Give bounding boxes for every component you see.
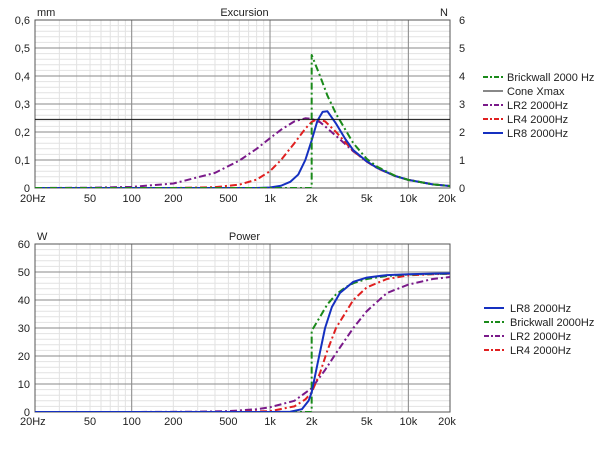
legend-label: Brickwall 2000Hz — [510, 317, 594, 329]
x-tick-label: 20k — [438, 416, 456, 428]
x-tick-labels: 20Hz 50 100 200 500 1k 2k 5k 10k 20k — [20, 193, 456, 205]
x-tick-label: 2k — [306, 416, 318, 428]
y-tick-label: 0,2 — [15, 127, 30, 139]
legend-label: Cone Xmax — [507, 86, 565, 98]
right-y-tick-label: 5 — [459, 43, 465, 55]
right-y-tick-labels: 0 1 2 3 4 5 6 — [459, 15, 465, 195]
x-tick-label: 200 — [164, 416, 182, 428]
y-tick-label: 50 — [18, 267, 30, 279]
y-tick-label: 0,3 — [15, 99, 30, 111]
right-y-tick-label: 0 — [459, 183, 465, 195]
grid-lines — [35, 244, 450, 413]
right-y-tick-label: 3 — [459, 99, 465, 111]
x-tick-label: 20Hz — [20, 193, 46, 205]
y-tick-label: 30 — [18, 323, 30, 335]
x-tick-label: 5k — [361, 416, 373, 428]
legend-label: LR4 2000Hz — [507, 114, 568, 126]
y-tick-label: 0,6 — [15, 15, 30, 27]
series-brickwall-2000hz — [35, 272, 450, 412]
x-tick-label: 50 — [84, 193, 96, 205]
series-brickwall-2000-hz — [35, 54, 450, 188]
right-y-tick-label: 2 — [459, 127, 465, 139]
x-tick-label: 200 — [164, 193, 182, 205]
series-lr8-2000hz — [35, 272, 450, 412]
y-tick-label: 0,5 — [15, 43, 30, 55]
x-tick-labels: 20Hz 50 100 200 500 1k 2k 5k 10k 20k — [20, 416, 456, 428]
y-tick-label: 0 — [24, 183, 30, 195]
series-lr2-2000hz — [35, 276, 450, 412]
x-tick-label: 1k — [264, 193, 276, 205]
series-lr4-2000hz — [35, 118, 450, 188]
x-tick-label: 20k — [438, 193, 456, 205]
right-y-tick-label: 4 — [459, 71, 465, 83]
series-lr4-2000hz — [35, 272, 450, 412]
y-tick-label: 0 — [24, 407, 30, 419]
y-tick-label: 0,1 — [15, 155, 30, 167]
y-axis-unit: mm — [37, 7, 55, 19]
y-tick-labels: 0 0,1 0,2 0,3 0,4 0,5 0,6 — [15, 15, 30, 195]
grid-lines — [35, 20, 450, 189]
y-tick-label: 10 — [18, 379, 30, 391]
x-tick-label: 1k — [264, 416, 276, 428]
x-tick-label: 50 — [84, 416, 96, 428]
right-y-tick-label: 1 — [459, 155, 465, 167]
y-tick-label: 0,4 — [15, 71, 30, 83]
legend-label: LR4 2000Hz — [510, 345, 571, 357]
y-tick-label: 40 — [18, 295, 30, 307]
legend: LR8 2000Hz Brickwall 2000Hz LR2 2000Hz LR4 … — [484, 303, 594, 357]
legend-label: LR2 2000Hz — [510, 331, 571, 343]
legend-label: LR8 2000Hz — [507, 128, 568, 140]
x-tick-label: 100 — [123, 193, 141, 205]
chart-title: Power — [229, 231, 261, 243]
legend-label: LR8 2000Hz — [510, 303, 571, 315]
right-axis-unit: N — [440, 7, 448, 19]
chart-power: Power 20Hz 50 100 200 500 1k 2k 5k 10k 20k 0 10 20 30 4… — [18, 231, 595, 428]
x-tick-label: 20Hz — [20, 416, 46, 428]
x-tick-label: 10k — [399, 416, 417, 428]
y-tick-label: 60 — [18, 239, 30, 251]
series-group — [35, 54, 450, 188]
x-tick-label: 2k — [306, 193, 318, 205]
legend: Brickwall 2000 Hz Cone Xmax LR2 2000Hz LR4 … — [483, 72, 594, 140]
legend-label: LR2 2000Hz — [507, 100, 568, 112]
y-axis-unit: W — [37, 231, 48, 243]
right-y-tick-label: 6 — [459, 15, 465, 27]
x-tick-label: 100 — [123, 416, 141, 428]
x-tick-label: 500 — [219, 193, 237, 205]
legend-label: Brickwall 2000 Hz — [507, 72, 594, 84]
x-tick-label: 10k — [399, 193, 417, 205]
series-group — [35, 272, 450, 412]
chart-title: Excursion — [220, 7, 268, 19]
x-tick-label: 5k — [361, 193, 373, 205]
x-tick-label: 500 — [219, 416, 237, 428]
y-tick-labels: 0 10 20 30 40 50 60 — [18, 239, 30, 419]
y-tick-label: 20 — [18, 351, 30, 363]
